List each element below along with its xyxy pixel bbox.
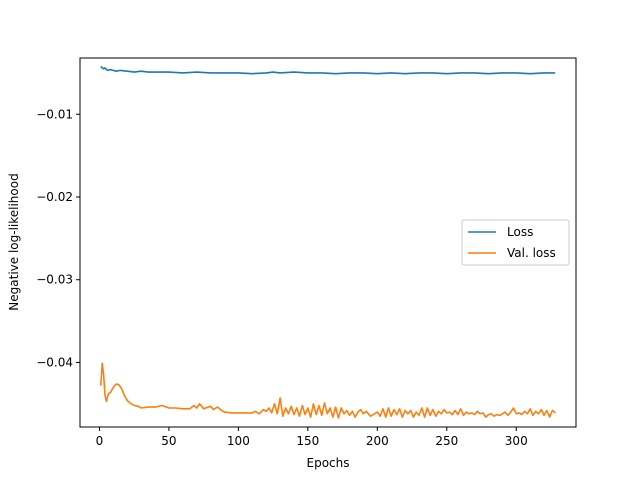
x-tick-label: 50 — [161, 434, 176, 448]
x-tick-label: 0 — [96, 434, 104, 448]
x-axis-label: Epochs — [307, 456, 350, 470]
x-axis: 0 50 100 150 200 250 300 — [96, 427, 528, 448]
legend: Loss Val. loss — [461, 219, 570, 266]
series-line-loss — [100, 65, 556, 75]
y-tick-label: −0.01 — [36, 107, 73, 121]
y-tick-label: −0.03 — [36, 273, 73, 287]
y-axis-label: Negative log-likelihood — [7, 173, 21, 310]
series-layer — [100, 65, 556, 419]
y-axis: −0.01 −0.02 −0.03 −0.04 — [36, 107, 80, 369]
y-tick-label: −0.04 — [36, 355, 73, 369]
y-tick-label: −0.02 — [36, 190, 73, 204]
legend-label-val-loss: Val. loss — [507, 246, 556, 260]
plot-frame — [79, 57, 577, 428]
x-tick-label: 150 — [296, 434, 319, 448]
series-line-val-loss — [100, 362, 556, 419]
x-tick-label: 100 — [227, 434, 250, 448]
x-tick-label: 300 — [505, 434, 528, 448]
x-tick-label: 200 — [366, 434, 389, 448]
x-tick-label: 250 — [435, 434, 458, 448]
legend-label-loss: Loss — [507, 225, 533, 239]
